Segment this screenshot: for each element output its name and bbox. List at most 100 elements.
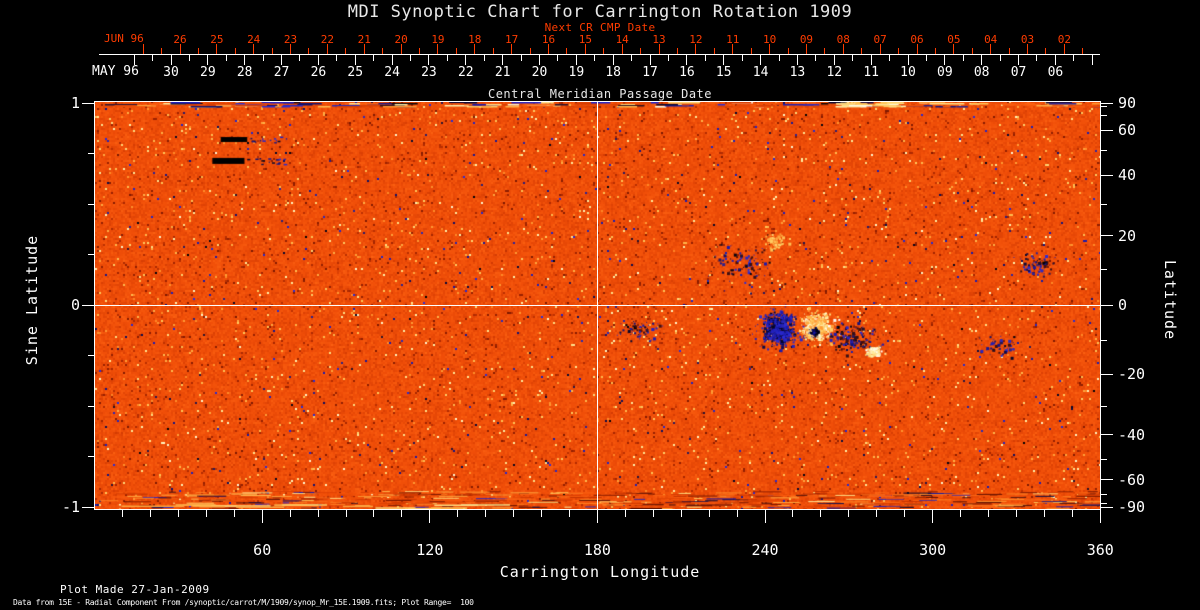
left-minor-tick	[88, 355, 95, 356]
right-axis-title: Latitude	[1161, 259, 1179, 341]
date-tick-may	[410, 55, 412, 61]
date-label-may: 16	[679, 65, 695, 80]
right-tick-label: 20	[1118, 226, 1137, 245]
next-cr-cmp-date-label: Next CR CMP Date	[544, 21, 656, 34]
bottom-minor-tick	[708, 510, 710, 517]
date-tick-jun	[695, 44, 697, 54]
bottom-minor-tick	[317, 510, 319, 517]
bottom-minor-tick	[988, 510, 990, 517]
date-label-may: 08	[973, 65, 990, 80]
date-tick-may	[667, 55, 669, 61]
right-tick-label: -20	[1118, 365, 1146, 384]
date-label-may: 19	[568, 65, 585, 80]
date-tick-jun	[290, 44, 292, 54]
bottom-tick-label: 60	[253, 541, 272, 559]
right-tick-label: 40	[1118, 166, 1137, 185]
date-tick-may	[244, 55, 246, 65]
date-tick-jun	[216, 44, 218, 54]
date-label-may: 14	[752, 65, 769, 80]
left-minor-tick	[88, 254, 95, 255]
date-tick-jun	[492, 48, 494, 54]
date-tick-may	[852, 55, 854, 61]
date-label-jun: 02	[1057, 33, 1072, 46]
date-label-may: 09	[937, 65, 953, 80]
date-tick-may	[299, 55, 301, 61]
bottom-minor-tick	[736, 510, 738, 517]
bottom-minor-tick	[904, 510, 906, 517]
date-tick-may	[723, 55, 725, 65]
date-tick-jun	[1027, 44, 1029, 54]
bottom-minor-tick	[568, 510, 570, 517]
date-tick-may	[207, 55, 209, 65]
date-tick-jun	[769, 44, 771, 54]
left-major-tick	[82, 304, 95, 306]
date-tick-jun	[400, 44, 402, 54]
right-major-tick	[1100, 174, 1113, 176]
date-tick-may	[354, 55, 356, 65]
may-month-label: MAY 96	[92, 64, 139, 79]
right-tick-label: -60	[1118, 470, 1146, 489]
bottom-minor-tick	[122, 510, 124, 517]
date-tick-jun	[529, 48, 531, 54]
date-tick-jun	[161, 48, 163, 54]
date-axis-line	[99, 54, 1100, 55]
date-tick-jun	[732, 44, 734, 54]
bottom-tick-label: 360	[1086, 541, 1114, 559]
date-tick-may	[575, 55, 577, 65]
date-tick-may	[465, 55, 467, 65]
date-label-jun: 04	[984, 33, 998, 46]
right-major-tick	[1100, 304, 1113, 306]
bottom-minor-tick	[680, 510, 682, 517]
bottom-minor-tick	[485, 510, 487, 517]
date-tick-jun	[971, 48, 973, 54]
date-tick-jun	[953, 44, 955, 54]
right-minor-tick	[1100, 269, 1107, 271]
date-label-jun: 22	[320, 33, 335, 46]
date-tick-jun	[750, 48, 752, 54]
date-tick-jun	[234, 48, 236, 54]
date-label-jun: 19	[431, 33, 445, 46]
bottom-minor-tick	[792, 510, 794, 517]
date-label-jun: 03	[1020, 33, 1035, 46]
date-tick-may	[446, 55, 448, 61]
date-label-jun: 13	[652, 33, 666, 46]
date-tick-jun	[1082, 48, 1084, 54]
bottom-major-tick	[932, 510, 934, 523]
right-minor-tick	[1100, 494, 1107, 496]
bottom-tick-label: 300	[919, 541, 947, 559]
date-tick-may	[336, 55, 338, 61]
date-label-may: 27	[273, 65, 290, 80]
date-tick-may	[594, 55, 596, 61]
date-tick-jun	[658, 44, 660, 54]
date-tick-may	[133, 55, 135, 65]
date-tick-may	[778, 55, 780, 61]
left-major-tick	[82, 506, 95, 508]
date-label-may: 12	[826, 65, 843, 80]
bottom-minor-tick	[373, 510, 375, 517]
date-tick-may	[686, 55, 688, 65]
date-tick-jun	[455, 48, 457, 54]
bottom-minor-tick	[541, 510, 543, 517]
right-major-tick	[1100, 479, 1113, 481]
date-tick-may	[225, 55, 227, 61]
date-label-jun: 23	[283, 33, 298, 46]
bottom-minor-tick	[1015, 510, 1017, 517]
date-tick-may	[760, 55, 762, 65]
bottom-tick-label: 120	[416, 541, 444, 559]
date-label-jun: 11	[726, 33, 740, 46]
right-major-tick	[1100, 506, 1113, 508]
date-tick-jun	[898, 48, 900, 54]
date-label-jun: 07	[873, 33, 887, 46]
date-tick-jun	[437, 44, 439, 54]
date-tick-jun	[861, 48, 863, 54]
page-title: MDI Synoptic Chart for Carrington Rotati…	[347, 2, 853, 22]
date-tick-may	[483, 55, 485, 61]
date-label-may: 30	[163, 65, 179, 80]
date-label-jun: 20	[394, 33, 408, 46]
bottom-major-tick	[261, 510, 263, 523]
date-tick-jun	[990, 44, 992, 54]
date-label-may: 10	[900, 65, 916, 80]
date-tick-may	[539, 55, 540, 65]
date-tick-may	[1091, 55, 1093, 65]
date-tick-jun	[363, 44, 365, 54]
